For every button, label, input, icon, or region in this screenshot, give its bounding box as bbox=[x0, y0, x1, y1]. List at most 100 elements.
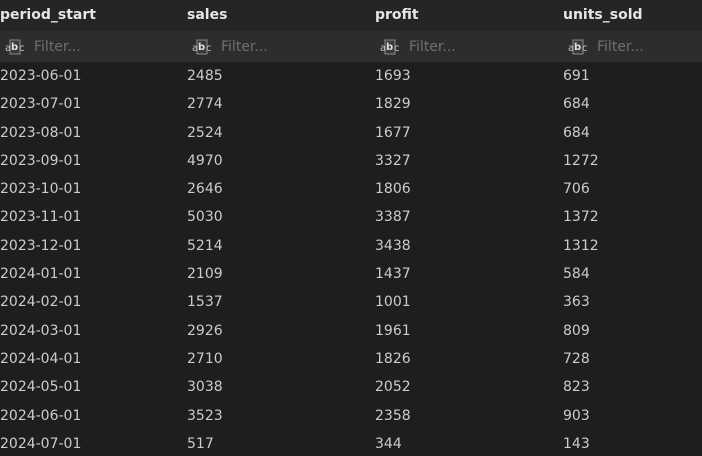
cell-sales: 5214 bbox=[187, 237, 223, 254]
cell-units-sold: 809 bbox=[563, 322, 590, 339]
table-row[interactable]: 2023-06-01 2485 1693 691 bbox=[0, 62, 702, 90]
cell-units-sold: 684 bbox=[563, 96, 590, 113]
table-row[interactable]: 2024-02-01 1537 1001 363 bbox=[0, 288, 702, 316]
cell-period-start: 2024-06-01 bbox=[0, 407, 82, 424]
cell-profit: 1829 bbox=[375, 96, 411, 113]
svg-text:c: c bbox=[206, 43, 212, 54]
column-header-sales[interactable]: sales bbox=[187, 7, 228, 23]
svg-text:a: a bbox=[380, 43, 386, 54]
cell-units-sold: 1272 bbox=[563, 152, 599, 169]
cell-period-start: 2024-05-01 bbox=[0, 379, 82, 396]
svg-text:b: b bbox=[386, 42, 393, 53]
cell-units-sold: 706 bbox=[563, 181, 590, 198]
svg-text:b: b bbox=[198, 42, 205, 53]
table-row[interactable]: 2023-10-01 2646 1806 706 bbox=[0, 175, 702, 203]
filter-input-period-start[interactable] bbox=[34, 38, 174, 55]
cell-period-start: 2024-07-01 bbox=[0, 435, 82, 452]
table-row[interactable]: 2024-04-01 2710 1826 728 bbox=[0, 345, 702, 373]
cell-profit: 1961 bbox=[375, 322, 411, 339]
cell-profit: 344 bbox=[375, 435, 402, 452]
cell-units-sold: 143 bbox=[563, 435, 590, 452]
table-row[interactable]: 2024-01-01 2109 1437 584 bbox=[0, 260, 702, 288]
table-row[interactable]: 2023-12-01 5214 3438 1312 bbox=[0, 232, 702, 260]
cell-sales: 517 bbox=[187, 435, 214, 452]
column-header-row: period_start sales profit units_sold bbox=[0, 0, 702, 31]
cell-sales: 2109 bbox=[187, 266, 223, 283]
cell-units-sold: 363 bbox=[563, 294, 590, 311]
cell-units-sold: 728 bbox=[563, 350, 590, 367]
cell-period-start: 2023-12-01 bbox=[0, 237, 82, 254]
cell-units-sold: 584 bbox=[563, 266, 590, 283]
table-row[interactable]: 2024-05-01 3038 2052 823 bbox=[0, 373, 702, 401]
cell-sales: 3523 bbox=[187, 407, 223, 424]
filter-input-profit[interactable] bbox=[409, 38, 549, 55]
svg-text:c: c bbox=[582, 43, 588, 54]
cell-period-start: 2024-03-01 bbox=[0, 322, 82, 339]
cell-sales: 2524 bbox=[187, 124, 223, 141]
cell-sales: 3038 bbox=[187, 379, 223, 396]
filter-input-sales[interactable] bbox=[221, 38, 361, 55]
filter-input-units-sold[interactable] bbox=[597, 38, 702, 55]
cell-period-start: 2023-11-01 bbox=[0, 209, 82, 226]
cell-sales: 2646 bbox=[187, 181, 223, 198]
cell-profit: 1826 bbox=[375, 350, 411, 367]
cell-profit: 2052 bbox=[375, 379, 411, 396]
filter-cell-profit: a b c bbox=[375, 31, 549, 62]
cell-profit: 3387 bbox=[375, 209, 411, 226]
cell-profit: 2358 bbox=[375, 407, 411, 424]
table-row[interactable]: 2023-07-01 2774 1829 684 bbox=[0, 90, 702, 118]
cell-profit: 1677 bbox=[375, 124, 411, 141]
abc-text-type-icon: a b c bbox=[192, 39, 212, 54]
cell-period-start: 2023-08-01 bbox=[0, 124, 82, 141]
abc-text-type-icon: a b c bbox=[380, 39, 400, 54]
cell-period-start: 2023-10-01 bbox=[0, 181, 82, 198]
cell-profit: 3438 bbox=[375, 237, 411, 254]
table-row[interactable]: 2024-07-01 517 344 143 bbox=[0, 430, 702, 456]
cell-sales: 1537 bbox=[187, 294, 223, 311]
filter-row: a b c a b c a b c bbox=[0, 31, 702, 62]
cell-profit: 1437 bbox=[375, 266, 411, 283]
table-row[interactable]: 2023-11-01 5030 3387 1372 bbox=[0, 203, 702, 231]
filter-cell-units-sold: a b c bbox=[563, 31, 702, 62]
abc-text-type-icon: a b c bbox=[568, 39, 588, 54]
filter-cell-period-start: a b c bbox=[0, 31, 174, 62]
cell-units-sold: 823 bbox=[563, 379, 590, 396]
cell-sales: 2926 bbox=[187, 322, 223, 339]
grid-body: 2023-06-01 2485 1693 691 2023-07-01 2774… bbox=[0, 62, 702, 456]
cell-profit: 1693 bbox=[375, 68, 411, 84]
svg-text:c: c bbox=[394, 43, 400, 54]
cell-sales: 2485 bbox=[187, 68, 223, 84]
column-header-profit[interactable]: profit bbox=[375, 7, 419, 23]
cell-profit: 1806 bbox=[375, 181, 411, 198]
cell-sales: 2774 bbox=[187, 96, 223, 113]
cell-period-start: 2024-01-01 bbox=[0, 266, 82, 283]
cell-profit: 1001 bbox=[375, 294, 411, 311]
svg-text:b: b bbox=[574, 42, 581, 53]
cell-period-start: 2023-07-01 bbox=[0, 96, 82, 113]
filter-cell-sales: a b c bbox=[187, 31, 361, 62]
cell-period-start: 2023-09-01 bbox=[0, 152, 82, 169]
svg-text:a: a bbox=[568, 43, 574, 54]
svg-text:a: a bbox=[192, 43, 198, 54]
column-header-period-start[interactable]: period_start bbox=[0, 7, 96, 23]
abc-text-type-icon: a b c bbox=[5, 39, 25, 54]
cell-period-start: 2024-02-01 bbox=[0, 294, 82, 311]
svg-text:c: c bbox=[19, 43, 25, 54]
cell-units-sold: 1312 bbox=[563, 237, 599, 254]
column-header-units-sold[interactable]: units_sold bbox=[563, 7, 643, 23]
svg-text:a: a bbox=[5, 43, 11, 54]
cell-sales: 5030 bbox=[187, 209, 223, 226]
table-row[interactable]: 2024-03-01 2926 1961 809 bbox=[0, 317, 702, 345]
cell-period-start: 2024-04-01 bbox=[0, 350, 82, 367]
cell-units-sold: 691 bbox=[563, 68, 590, 84]
cell-sales: 2710 bbox=[187, 350, 223, 367]
svg-text:b: b bbox=[11, 42, 18, 53]
table-row[interactable]: 2023-09-01 4970 3327 1272 bbox=[0, 147, 702, 175]
table-row[interactable]: 2023-08-01 2524 1677 684 bbox=[0, 119, 702, 147]
cell-period-start: 2023-06-01 bbox=[0, 68, 82, 84]
table-row[interactable]: 2024-06-01 3523 2358 903 bbox=[0, 402, 702, 430]
cell-units-sold: 903 bbox=[563, 407, 590, 424]
cell-units-sold: 684 bbox=[563, 124, 590, 141]
cell-units-sold: 1372 bbox=[563, 209, 599, 226]
